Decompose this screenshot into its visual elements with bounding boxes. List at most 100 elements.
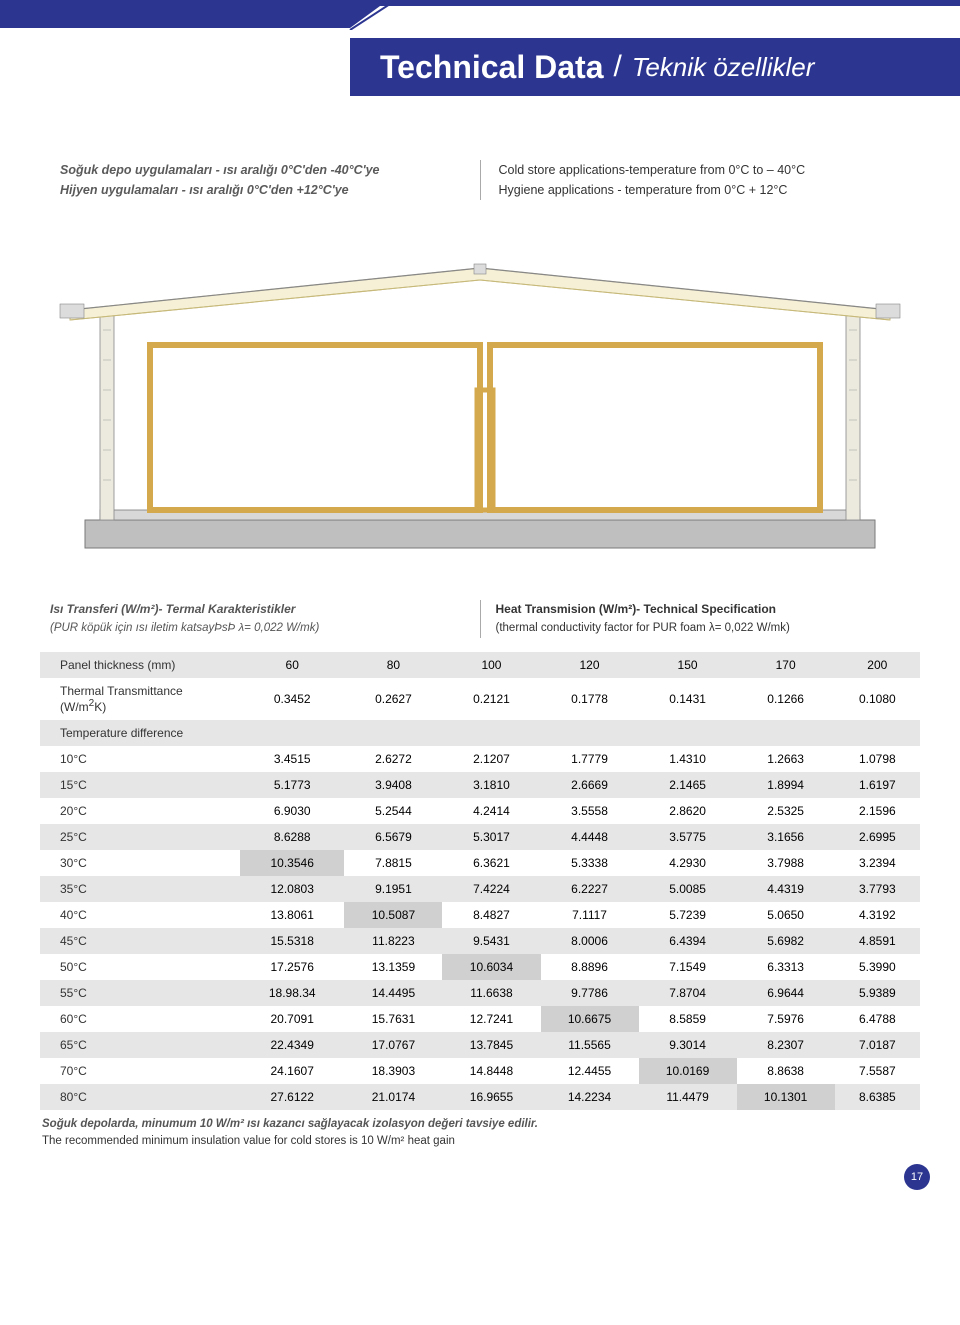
temp-label: 30°C — [40, 850, 240, 876]
row-label-tempdiff: Temperature difference — [40, 720, 240, 746]
data-cell: 2.1596 — [835, 798, 920, 824]
empty-cell — [442, 720, 540, 746]
data-cell: 2.8620 — [639, 798, 737, 824]
data-cell: 22.4349 — [240, 1032, 344, 1058]
data-cell: 5.3338 — [541, 850, 639, 876]
temp-label: 60°C — [40, 1006, 240, 1032]
empty-cell — [835, 720, 920, 746]
data-cell: 6.5679 — [344, 824, 442, 850]
data-cell: 27.6122 — [240, 1084, 344, 1110]
data-cell: 7.0187 — [835, 1032, 920, 1058]
data-cell: 5.2544 — [344, 798, 442, 824]
data-cell: 1.6197 — [835, 772, 920, 798]
data-cell: 1.2663 — [737, 746, 835, 772]
data-cell: 9.1951 — [344, 876, 442, 902]
temp-label: 25°C — [40, 824, 240, 850]
data-cell: 2.1465 — [639, 772, 737, 798]
data-cell: 6.9030 — [240, 798, 344, 824]
intro-right: Cold store applications-temperature from… — [481, 160, 901, 200]
data-cell: 18.98.34 — [240, 980, 344, 1006]
page-number-wrap: 17 — [0, 1170, 960, 1200]
intro-block: Soğuk depo uygulamaları - ısı aralığı 0°… — [0, 110, 960, 230]
data-cell: 1.7779 — [541, 746, 639, 772]
transmit-value: 0.2121 — [442, 678, 540, 720]
data-cell: 8.0006 — [541, 928, 639, 954]
data-cell: 24.1607 — [240, 1058, 344, 1084]
footnote: Soğuk depolarda, minumum 10 W/m² ısı kaz… — [0, 1110, 960, 1171]
temp-label: 15°C — [40, 772, 240, 798]
data-cell: 3.1656 — [737, 824, 835, 850]
data-cell: 14.4495 — [344, 980, 442, 1006]
header-title-bar: Technical Data / Teknik özellikler — [350, 38, 960, 96]
thickness-header: 80 — [344, 652, 442, 678]
intro-left-line2: Hijyen uygulamaları - ısı aralığı 0°C'de… — [60, 180, 462, 200]
data-cell: 10.6034 — [442, 954, 540, 980]
data-cell: 13.8061 — [240, 902, 344, 928]
data-cell: 17.0767 — [344, 1032, 442, 1058]
data-cell: 8.5859 — [639, 1006, 737, 1032]
data-cell: 3.2394 — [835, 850, 920, 876]
spec-header-right-sub: (thermal conductivity factor for PUR foa… — [496, 619, 911, 637]
spec-header-right-title: Heat Transmision (W/m²)- Technical Speci… — [496, 600, 911, 619]
data-cell: 14.2234 — [541, 1084, 639, 1110]
data-cell: 1.0798 — [835, 746, 920, 772]
data-cell: 10.3546 — [240, 850, 344, 876]
transmit-value: 0.1431 — [639, 678, 737, 720]
spec-header-left-title: Isı Transferi (W/m²)- Termal Karakterist… — [50, 600, 465, 619]
transmit-value: 0.1080 — [835, 678, 920, 720]
data-cell: 6.9644 — [737, 980, 835, 1006]
data-cell: 5.0650 — [737, 902, 835, 928]
data-cell: 5.3990 — [835, 954, 920, 980]
building-cross-section-diagram — [0, 230, 960, 600]
thickness-header: 200 — [835, 652, 920, 678]
data-cell: 4.2930 — [639, 850, 737, 876]
temp-label: 65°C — [40, 1032, 240, 1058]
data-cell: 4.8591 — [835, 928, 920, 954]
data-cell: 7.5587 — [835, 1058, 920, 1084]
spec-header-left-sub: (PUR köpük için ısı iletim katsayÞsÞ λ= … — [50, 619, 465, 637]
empty-cell — [240, 720, 344, 746]
col-label-thickness: Panel thickness (mm) — [40, 652, 240, 678]
data-cell: 2.5325 — [737, 798, 835, 824]
data-cell: 3.7988 — [737, 850, 835, 876]
transmit-value: 0.3452 — [240, 678, 344, 720]
data-cell: 12.7241 — [442, 1006, 540, 1032]
temp-label: 80°C — [40, 1084, 240, 1110]
data-cell: 10.1301 — [737, 1084, 835, 1110]
transmit-value: 0.1778 — [541, 678, 639, 720]
data-cell: 7.4224 — [442, 876, 540, 902]
data-cell: 4.2414 — [442, 798, 540, 824]
data-cell: 5.9389 — [835, 980, 920, 1006]
data-cell: 10.0169 — [639, 1058, 737, 1084]
data-cell: 13.7845 — [442, 1032, 540, 1058]
data-cell: 7.8815 — [344, 850, 442, 876]
transmit-value: 0.1266 — [737, 678, 835, 720]
data-cell: 10.6675 — [541, 1006, 639, 1032]
data-cell: 2.6272 — [344, 746, 442, 772]
data-cell: 9.7786 — [541, 980, 639, 1006]
header-title-en: Technical Data — [380, 49, 603, 86]
data-cell: 6.4394 — [639, 928, 737, 954]
data-cell: 3.5558 — [541, 798, 639, 824]
spec-header-right: Heat Transmision (W/m²)- Technical Speci… — [481, 600, 911, 638]
data-cell: 10.5087 — [344, 902, 442, 928]
header-angle-strip — [0, 0, 960, 30]
data-cell: 9.3014 — [639, 1032, 737, 1058]
data-cell: 11.4479 — [639, 1084, 737, 1110]
data-cell: 7.5976 — [737, 1006, 835, 1032]
intro-right-line1: Cold store applications-temperature from… — [499, 160, 901, 180]
data-cell: 3.9408 — [344, 772, 442, 798]
data-cell: 8.2307 — [737, 1032, 835, 1058]
data-cell: 7.1117 — [541, 902, 639, 928]
data-cell: 15.5318 — [240, 928, 344, 954]
temp-label: 20°C — [40, 798, 240, 824]
thickness-header: 150 — [639, 652, 737, 678]
empty-cell — [737, 720, 835, 746]
intro-left-line1: Soğuk depo uygulamaları - ısı aralığı 0°… — [60, 160, 462, 180]
data-cell: 12.4455 — [541, 1058, 639, 1084]
spec-header-left: Isı Transferi (W/m²)- Termal Karakterist… — [50, 600, 481, 638]
thickness-header: 170 — [737, 652, 835, 678]
data-cell: 5.7239 — [639, 902, 737, 928]
data-cell: 3.1810 — [442, 772, 540, 798]
data-cell: 3.5775 — [639, 824, 737, 850]
